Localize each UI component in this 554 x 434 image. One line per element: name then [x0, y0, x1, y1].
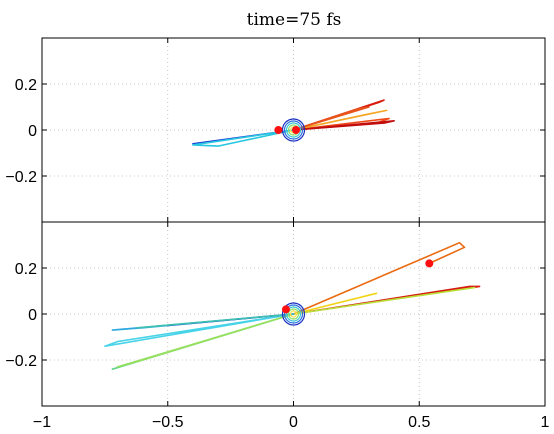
bottom-plot-area — [104, 241, 481, 370]
top-origin-ring-2 — [285, 122, 302, 138]
top-plot-area — [192, 99, 395, 147]
top-ytick-label-2: 0.2 — [15, 77, 37, 94]
bottom-xtick-label-4: 1 — [541, 414, 550, 431]
bottom-xtick-label-0: −1 — [33, 414, 51, 431]
top-position-marker-1 — [292, 126, 301, 134]
top-position-marker-0 — [274, 126, 283, 134]
bottom-ytick-label-1: 0 — [28, 307, 37, 324]
bottom-tick-labels: −0.2 0 0.2 −1 −0.5 0 0.5 1 — [5, 222, 550, 431]
bottom-trajectory-4 — [104, 313, 295, 347]
bottom-panel: −0.2 0 0.2 −1 −0.5 0 0.5 1 — [5, 221, 550, 431]
bottom-trajectory-3 — [292, 292, 378, 315]
bottom-origin-ring-2 — [285, 306, 302, 322]
bottom-trajectory-6 — [116, 313, 295, 368]
bottom-origin-ring-3 — [283, 304, 304, 324]
top-origin-ring-3 — [283, 120, 304, 140]
bottom-origin-ring-1 — [287, 308, 300, 320]
top-tick-labels: −0.2 0 0.2 — [5, 38, 546, 222]
bottom-xtick-label-2: 0 — [289, 414, 298, 431]
top-origin-ring-4 — [281, 118, 306, 142]
bottom-trajectory-2 — [292, 286, 476, 315]
top-trajectory-4 — [292, 109, 388, 131]
top-trajectory-1 — [192, 129, 295, 147]
bottom-xtick-label-3: 0.5 — [408, 414, 430, 431]
top-trajectory-6 — [292, 106, 370, 131]
bottom-xtick-label-1: −0.5 — [152, 414, 184, 431]
chart-title: time=75 fs — [247, 10, 342, 30]
top-ytick-label-0: −0.2 — [5, 169, 37, 186]
top-ytick-label-1: 0 — [28, 123, 37, 140]
top-trajectory-5 — [292, 120, 395, 131]
bottom-ytick-label-0: −0.2 — [5, 353, 37, 370]
bottom-origin-ring-4 — [281, 302, 306, 326]
top-panel: −0.2 0 0.2 — [5, 37, 546, 223]
bottom-position-marker-1 — [281, 305, 290, 314]
bottom-ytick-label-2: 0.2 — [15, 261, 37, 278]
bottom-position-marker-0 — [425, 259, 434, 268]
bottom-origin-ring-0 — [289, 310, 298, 318]
bottom-trajectory-9 — [136, 313, 295, 329]
bottom-trajectory-0 — [292, 241, 466, 315]
